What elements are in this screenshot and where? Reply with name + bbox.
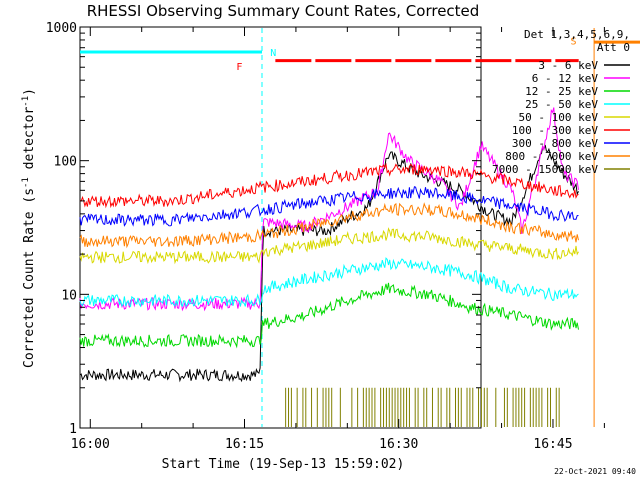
legend-entry-label: 300 - 800 keV — [512, 137, 598, 150]
legend-entry-label: 12 - 25 keV — [525, 85, 598, 98]
series-line-3 — [79, 257, 579, 308]
x-tick-label: 16:30 — [379, 437, 418, 452]
y-tick-label: 1000 — [46, 21, 77, 36]
series-line-1 — [79, 107, 579, 312]
x-tick-label: 16:00 — [71, 437, 110, 452]
legend-entry-label: 25 - 50 keV — [525, 98, 598, 111]
instrument-flags: N F S — [80, 28, 640, 427]
footer-timestamp: 22-Oct-2021 09:40 — [554, 467, 636, 476]
plot-frame — [79, 26, 482, 429]
series-line-2 — [79, 282, 579, 349]
series-line-4 — [79, 227, 579, 265]
series-line-5 — [79, 162, 579, 209]
y-tick-label: 10 — [61, 288, 77, 303]
y-tick-label: 100 — [54, 155, 77, 170]
legend-header-detectors: Det 1,3,4,5,6,9, — [524, 28, 630, 41]
legend-entry-label: 3 - 6 keV — [538, 59, 598, 72]
y-axis-label: Corrected Count Rate (s-1 detector-1) — [21, 88, 37, 368]
series-line-6 — [79, 186, 579, 227]
y-tick-label: 1 — [69, 422, 77, 437]
x-axis-label: Start Time (19-Sep-13 15:59:02) — [162, 457, 405, 472]
series-layer — [79, 107, 579, 427]
legend-entry-label: 7000 - 15000 keV — [492, 163, 598, 176]
series-line-7 — [79, 202, 579, 249]
legend-entry-label: 6 - 12 keV — [532, 72, 599, 85]
flag-label: N — [270, 48, 276, 59]
legend-entry-label: 50 - 100 keV — [519, 111, 599, 124]
legend-entry-label: 100 - 300 keV — [512, 124, 598, 137]
flag-label: S — [571, 37, 577, 48]
x-tick-label: 16:45 — [533, 437, 572, 452]
chart-title: RHESSI Observing Summary Count Rates, Co… — [87, 2, 480, 20]
legend-header-attenuator: Att 0 — [597, 41, 630, 54]
legend-entry-label: 800 - 7000 keV — [505, 150, 598, 163]
y-axis-ticks: 1 10 100 1000 — [46, 21, 481, 437]
flag-label: F — [236, 62, 242, 73]
x-tick-label: 16:15 — [225, 437, 264, 452]
